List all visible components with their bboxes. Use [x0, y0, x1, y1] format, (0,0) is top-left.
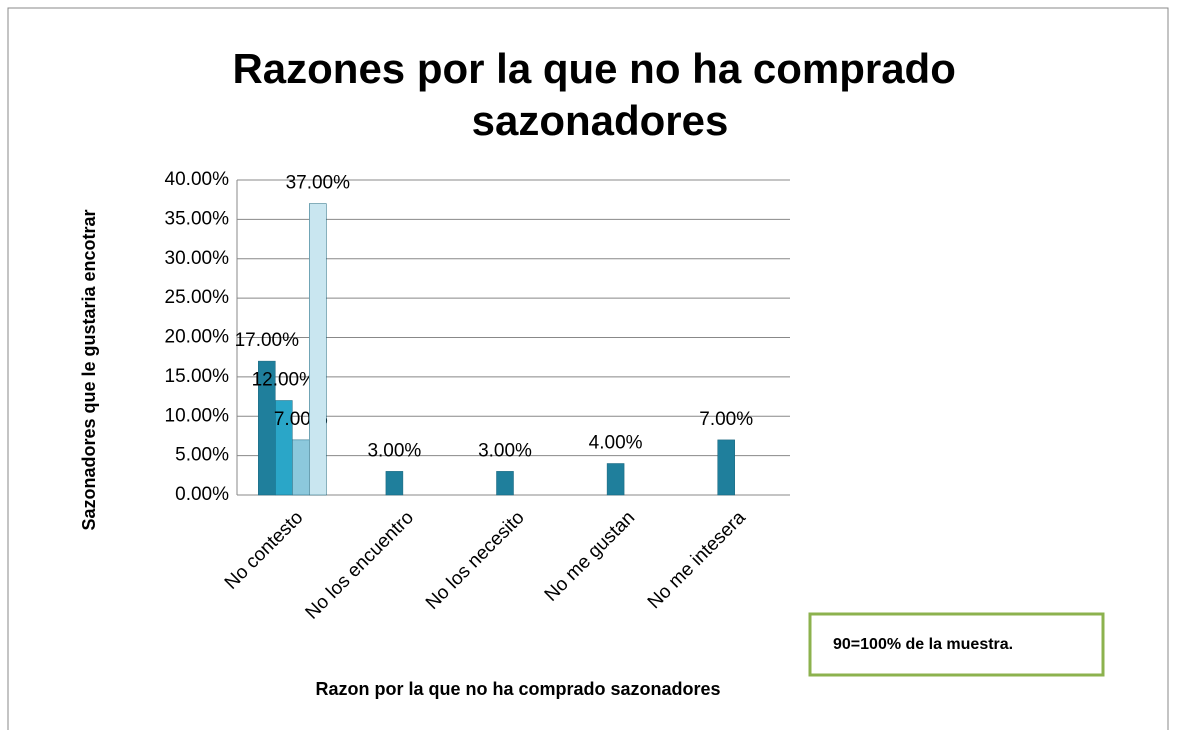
x-axis-title: Razon por la que no ha comprado sazonado…: [315, 679, 720, 699]
chart-title: Razones por la que no ha comprado sazona…: [232, 45, 967, 144]
y-tick-label: 40.00%: [165, 169, 230, 190]
title-line: sazonadores: [472, 97, 729, 144]
x-tick-label: No contesto: [221, 507, 308, 594]
data-label: 12.00%: [252, 370, 317, 391]
annotation: 90=100% de la muestra.: [833, 636, 1013, 653]
annotation-box: [808, 612, 1105, 677]
y-tick-label: 35.00%: [165, 208, 230, 229]
data-label: 7.00%: [699, 409, 753, 430]
bar: [385, 471, 404, 496]
bar: [717, 439, 735, 496]
y-tick-label: 25.00%: [165, 287, 230, 308]
y-tick-label: 10.00%: [165, 405, 230, 426]
x-tick-label: No me intesera: [644, 507, 750, 613]
bar: [606, 463, 625, 496]
y-tick-label: 30.00%: [165, 248, 230, 269]
y-axis-title: Sazonadores que le gustaria encotrar: [79, 209, 99, 530]
chart-border: [7, 7, 1169, 730]
title-line: Razones por la que no ha comprado: [232, 45, 967, 92]
x-tick-label: No me gustan: [541, 507, 639, 605]
x-tick-label: No los necesito: [422, 507, 529, 614]
bar: [496, 471, 514, 496]
bar: [292, 439, 310, 496]
y-tick-label: 0.00%: [175, 484, 229, 505]
y-tick-label: 15.00%: [165, 366, 230, 387]
data-label: 3.00%: [478, 440, 532, 461]
y-tick-label: 5.00%: [175, 445, 229, 466]
x-tick-label: No los encuentro: [302, 507, 418, 623]
data-label: 37.00%: [286, 173, 351, 194]
data-label: 3.00%: [367, 440, 421, 461]
data-label: 4.00%: [589, 433, 643, 454]
y-tick-label: 20.00%: [165, 327, 230, 348]
bar: [309, 203, 327, 496]
data-label: 17.00%: [235, 330, 300, 351]
